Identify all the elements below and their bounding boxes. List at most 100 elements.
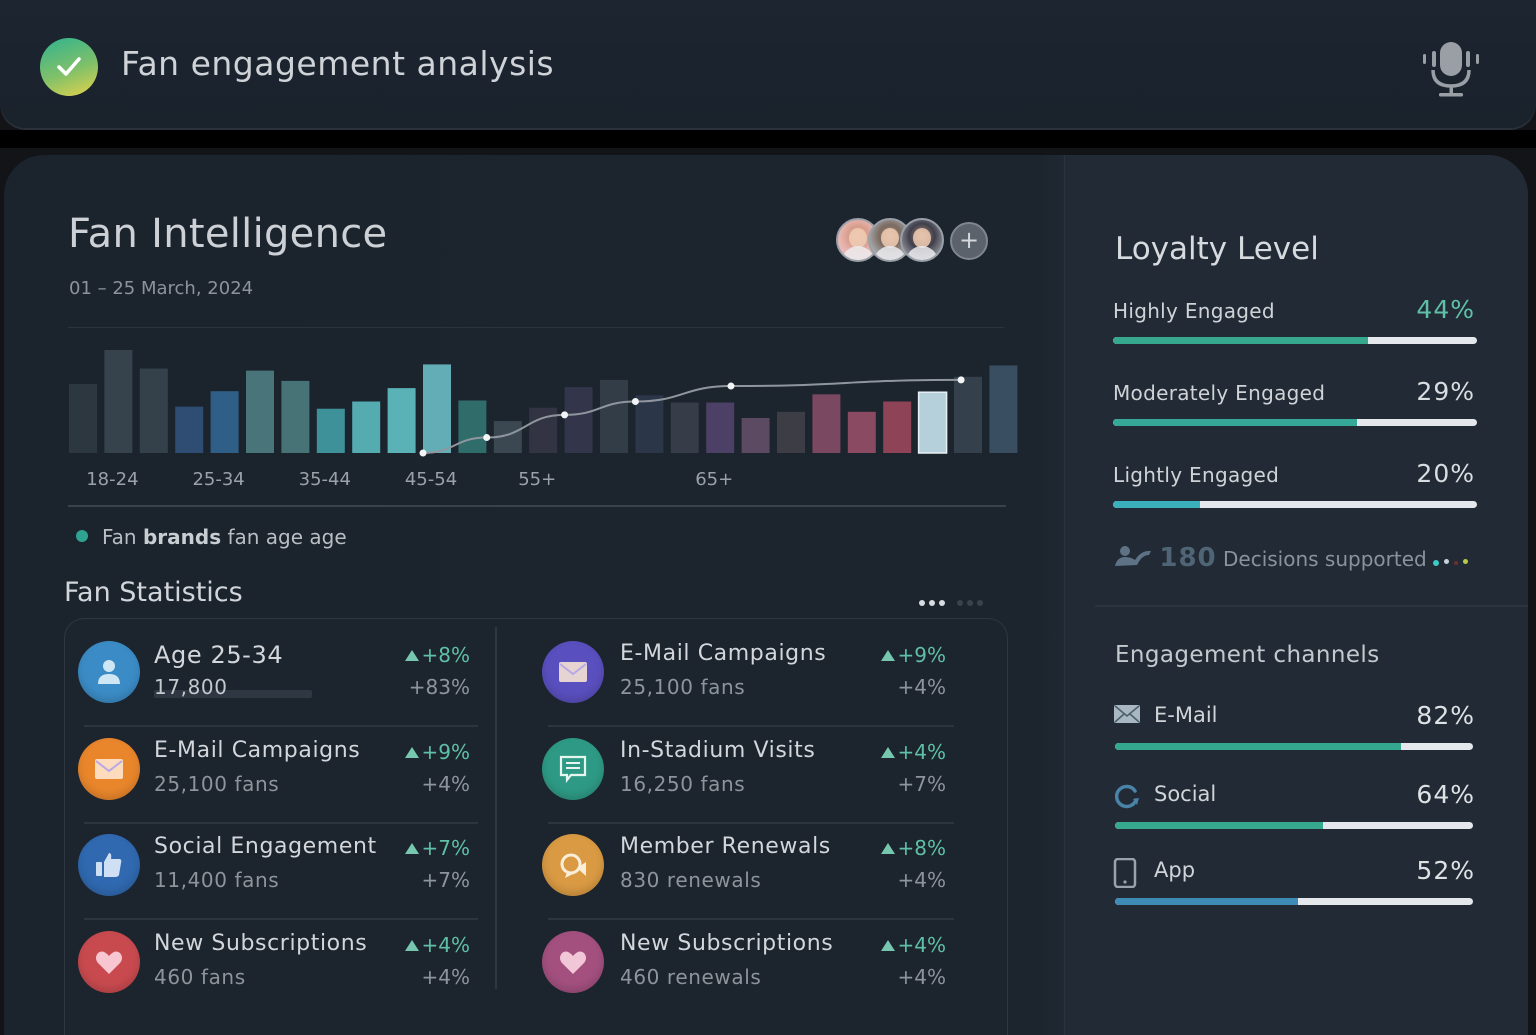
loyalty-panel: Loyalty Level Highly Engaged 44% Moderat… [1064, 155, 1528, 1035]
stat-percent: +4% [421, 964, 471, 989]
page-dot[interactable] [929, 600, 935, 606]
chart-bar[interactable] [564, 387, 593, 453]
trend-point[interactable] [631, 398, 639, 405]
trend-point[interactable] [957, 376, 965, 384]
pagination-dots[interactable] [919, 591, 987, 610]
row-divider [548, 918, 954, 920]
chart-bar[interactable] [246, 370, 274, 453]
chart-bar[interactable] [741, 417, 770, 453]
top-bar: Fan engagement analysis [0, 0, 1536, 128]
thumbs-up-icon [78, 834, 140, 896]
up-arrow-icon [404, 939, 419, 951]
chart-bar[interactable] [670, 402, 699, 453]
trend-point[interactable] [561, 411, 569, 419]
chart-bar[interactable] [423, 364, 451, 453]
chart-legend: Fan brands fan age age [76, 525, 347, 549]
stat-sub: 16,250 fans [620, 771, 746, 796]
add-member-button[interactable]: + [950, 222, 988, 260]
channel-label: Social [1154, 782, 1217, 806]
level-label: Highly Engaged [1113, 299, 1275, 323]
chart-bar[interactable] [812, 394, 841, 453]
stat-row[interactable]: Member Renewals 830 renewals +8% +4% [542, 826, 954, 920]
chart-bar[interactable] [175, 406, 204, 453]
trend-point[interactable] [483, 434, 491, 442]
page-dot[interactable] [939, 600, 945, 606]
stat-sub: 460 renewals [620, 964, 762, 989]
up-arrow-icon [404, 843, 419, 854]
chart-bar[interactable] [316, 408, 345, 453]
chart-bar[interactable] [954, 376, 982, 453]
microphone-icon[interactable] [1420, 40, 1482, 98]
chart-bar[interactable] [387, 388, 416, 453]
page-dot[interactable] [919, 600, 925, 606]
chart-bar[interactable] [883, 401, 912, 454]
stat-row[interactable]: E-Mail Campaigns 25,100 fans +9% +4% [542, 633, 954, 727]
stat-change-value: +8% [897, 836, 947, 860]
stat-change: +8% [404, 643, 470, 667]
stat-percent: +7% [897, 771, 947, 796]
progress-fill [1113, 501, 1201, 508]
stat-percent: +83% [408, 675, 470, 699]
stat-change-value: +4% [897, 932, 947, 957]
stat-row[interactable]: In-Stadium Visits 16,250 fans +4% +7% [542, 730, 954, 824]
trend-point[interactable] [419, 449, 427, 457]
stat-sub: 830 renewals [620, 868, 762, 892]
chart-bar[interactable] [458, 400, 487, 453]
chart-bar[interactable] [69, 383, 97, 453]
stat-minibar [154, 690, 312, 698]
page-dot[interactable] [977, 600, 983, 606]
envelope-icon [542, 641, 604, 703]
progress-fill [1115, 898, 1298, 905]
stat-row[interactable]: E-Mail Campaigns 25,100 fans +9% +4% [78, 730, 478, 824]
legend-dot [76, 530, 88, 542]
progress-fill [1113, 419, 1357, 426]
phone-icon [1113, 857, 1141, 889]
channel-label: App [1154, 858, 1196, 882]
page-dot[interactable] [967, 600, 973, 606]
stat-row[interactable]: New Subscriptions 460 renewals +4% +4% [542, 923, 946, 1017]
progress-fill [1113, 337, 1368, 344]
envelope-icon [78, 737, 140, 800]
chart-bar[interactable] [104, 350, 133, 453]
chart-bar[interactable] [989, 365, 1018, 453]
trend-point[interactable] [727, 382, 735, 390]
chart-bar[interactable] [352, 401, 381, 454]
chart-bar[interactable] [281, 380, 310, 453]
stat-change: +4% [404, 933, 470, 957]
chart-bar[interactable] [600, 379, 628, 453]
chart-bar[interactable] [777, 411, 805, 453]
divider-strip [0, 130, 1536, 148]
stat-change: +9% [880, 643, 947, 667]
chart-bar[interactable] [635, 395, 664, 453]
stat-row[interactable]: Social Engagement 11,400 fans +7% +7% [78, 826, 478, 920]
stat-name: Member Renewals [620, 834, 831, 859]
stat-row[interactable]: Age 25-34 17,800 +8% +83% [78, 633, 478, 727]
stat-change-value: +9% [897, 643, 947, 667]
stat-sub: 17,800 [154, 675, 228, 699]
stat-row[interactable]: New Subscriptions 460 fans +4% +4% [78, 923, 470, 1017]
divider [1095, 605, 1528, 607]
stat-percent: +7% [421, 868, 471, 892]
avatar[interactable] [900, 218, 944, 262]
page-dot[interactable] [957, 600, 963, 606]
chart-bar[interactable] [706, 402, 735, 453]
row-divider [84, 918, 478, 920]
stat-change: +4% [880, 740, 946, 764]
chart-bar[interactable] [139, 368, 168, 453]
level-progress-bar [1113, 419, 1477, 426]
progress-fill [1115, 822, 1323, 829]
x-tick-label: 18-24 [86, 469, 138, 490]
chart-bar[interactable] [529, 407, 558, 453]
decisions-label: Decisions supported [1223, 547, 1427, 571]
chart-bar[interactable] [917, 391, 948, 454]
stat-sub: 25,100 fans [620, 675, 746, 699]
up-arrow-icon [404, 746, 419, 758]
legend-prefix: Fan [102, 525, 143, 549]
channels-title: Engagement channels [1115, 642, 1380, 668]
date-range[interactable]: 01 – 25 March, 2024 [69, 278, 254, 299]
channel-label: E-Mail [1154, 703, 1218, 727]
chart-bar[interactable] [847, 411, 876, 453]
legend-suffix: fan age age [221, 525, 347, 549]
chart-bar[interactable] [210, 391, 239, 453]
status-dot [1433, 560, 1439, 566]
